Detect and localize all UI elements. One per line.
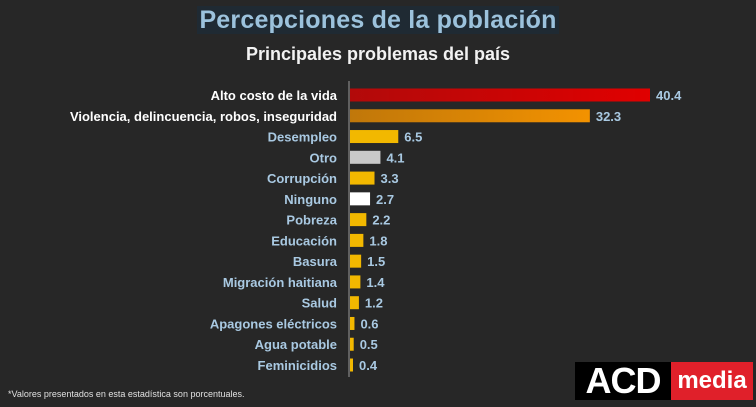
value-label: 3.3 xyxy=(381,171,399,186)
value-label: 2.7 xyxy=(376,192,394,207)
category-label: Ninguno xyxy=(284,192,337,207)
category-label: Apagones eléctricos xyxy=(210,316,337,331)
value-label: 0.4 xyxy=(359,358,378,373)
value-label: 4.1 xyxy=(386,150,404,165)
category-label: Alto costo de la vida xyxy=(211,88,338,103)
category-label: Salud xyxy=(302,296,337,311)
bar-13 xyxy=(350,358,353,372)
category-label: Agua potable xyxy=(255,337,337,352)
category-label: Migración haitiana xyxy=(223,275,338,290)
bar-12 xyxy=(350,337,354,351)
acd-media-logo: ACD media xyxy=(575,362,753,400)
bar-3 xyxy=(350,150,381,164)
value-label: 1.5 xyxy=(367,254,385,269)
value-label: 0.5 xyxy=(360,337,378,352)
category-label: Desempleo xyxy=(268,130,337,145)
category-label: Otro xyxy=(310,150,338,165)
category-label: Violencia, delincuencia, robos, inseguri… xyxy=(70,109,337,124)
category-label: Educación xyxy=(271,233,337,248)
category-label: Feminicidios xyxy=(258,358,337,373)
value-label: 1.2 xyxy=(365,296,383,311)
logo-acd: ACD xyxy=(575,362,671,400)
bar-4 xyxy=(350,171,375,185)
bar-5 xyxy=(350,192,371,206)
category-label: Basura xyxy=(293,254,338,269)
bar-10 xyxy=(350,296,359,310)
value-label: 0.6 xyxy=(360,316,378,331)
category-label: Corrupción xyxy=(267,171,337,186)
chart-subtitle: Principales problemas del país xyxy=(245,44,511,64)
bar-6 xyxy=(350,213,367,227)
footnote: *Valores presentados en esta estadística… xyxy=(8,389,245,399)
logo-media: media xyxy=(671,362,753,400)
bar-1 xyxy=(350,109,590,123)
value-label: 32.3 xyxy=(596,109,621,124)
chart-title: Percepciones de la población xyxy=(0,6,756,35)
bar-8 xyxy=(350,254,362,268)
value-label: 6.5 xyxy=(404,130,422,145)
bar-7 xyxy=(350,233,364,247)
title-text: Percepciones de la población xyxy=(197,6,559,34)
value-label: 2.2 xyxy=(372,213,390,228)
bar-9 xyxy=(350,275,361,289)
bar-11 xyxy=(350,316,355,330)
category-label: Pobreza xyxy=(286,213,337,228)
value-label: 1.4 xyxy=(366,275,385,290)
value-label: 1.8 xyxy=(369,233,387,248)
value-label: 40.4 xyxy=(656,88,682,103)
bar-2 xyxy=(350,130,399,144)
bar-0 xyxy=(350,88,650,102)
